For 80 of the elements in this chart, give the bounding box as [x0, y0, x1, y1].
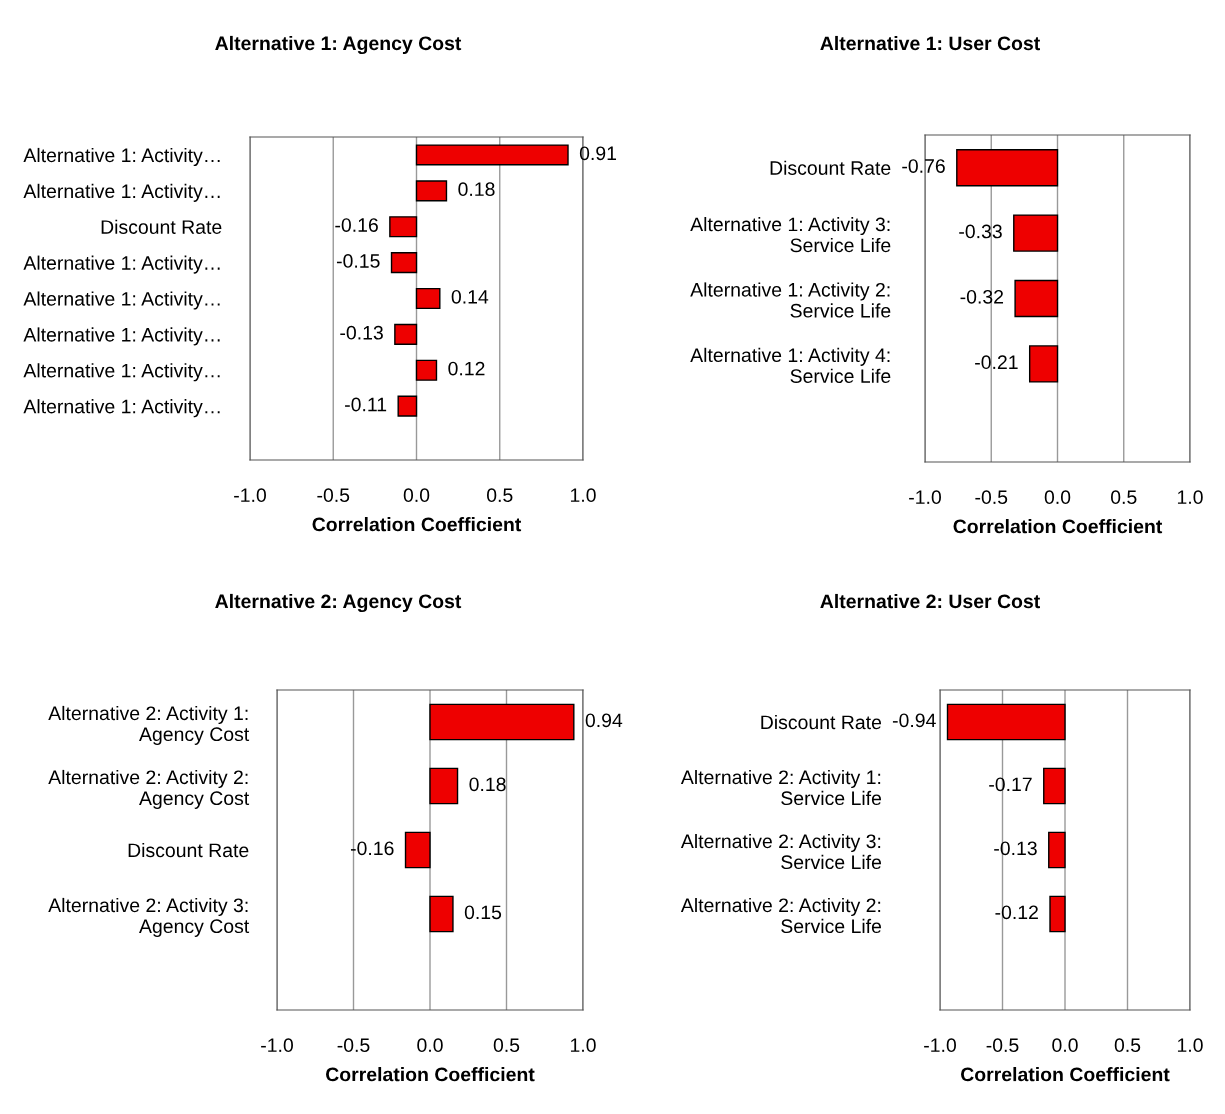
x-tick-label: -0.5 [975, 490, 1008, 505]
x-tick-label: -1.0 [234, 488, 266, 503]
data-label: -0.94 [892, 713, 936, 728]
x-tick-label: 1.0 [570, 1038, 596, 1053]
bar [389, 216, 418, 238]
bar [397, 395, 418, 417]
x-tick-label: -1.0 [261, 1038, 293, 1053]
y-tick-label: Alternative 2: Activity 3: Service Life [680, 833, 882, 870]
y-tick-label: Alternative 1: Activity… [23, 363, 220, 382]
chart-title: Alternative 1: Agency Cost [215, 35, 462, 55]
y-tick-label: Alternative 1: Activity… [23, 255, 220, 274]
y-tick-label: Alternative 2: Activity 2: Agency Cost [48, 769, 250, 809]
y-tick-label: Discount Rate [770, 160, 891, 175]
y-tick-label: Alternative 1: Activity 4: Service Life [690, 347, 891, 384]
x-axis-title: Correlation Coefficient [312, 517, 522, 532]
x-tick-label: 1.0 [570, 488, 596, 503]
data-label: -0.76 [902, 159, 945, 173]
data-label: -0.13 [340, 325, 383, 340]
y-tick-label: Alternative 1: Activity… [23, 147, 220, 167]
y-tick-label: Alternative 1: Activity… [23, 183, 220, 202]
x-tick-label: 0.5 [493, 1038, 520, 1053]
data-label: 0.18 [469, 777, 506, 792]
x-tick-label: 0.0 [417, 1038, 443, 1053]
data-label: -0.15 [336, 254, 380, 268]
data-label: -0.33 [959, 224, 1002, 239]
bar [429, 767, 459, 805]
data-label: -0.12 [995, 905, 1038, 920]
bar [390, 252, 418, 274]
data-label: -0.13 [994, 841, 1037, 856]
data-label: -0.32 [960, 289, 1004, 304]
chart-title: Alternative 2: User Cost [820, 593, 1040, 609]
data-label: -0.16 [335, 218, 378, 232]
x-tick-label: 1.0 [1177, 1038, 1203, 1053]
x-tick-label: 0.5 [487, 488, 513, 503]
bar [415, 287, 441, 310]
x-tick-label: -1.0 [909, 490, 941, 505]
x-tick-label: 0.5 [1111, 490, 1137, 505]
chart-title: Alternative 2: Agency Cost [215, 593, 462, 613]
data-label: 0.14 [451, 289, 489, 304]
y-tick-label: Alternative 2: Activity 3: Agency Cost [48, 897, 250, 937]
bar [415, 359, 438, 381]
y-tick-label: Alternative 2: Activity 1: Service Life [680, 769, 882, 806]
bar [415, 180, 448, 202]
y-tick-label: Alternative 1: Activity… [23, 291, 220, 310]
x-tick-label: 1.0 [1177, 490, 1203, 505]
x-tick-label: 0.0 [1044, 490, 1071, 505]
x-axis-title: Correlation Coefficient [953, 519, 1163, 534]
x-tick-label: -0.5 [986, 1038, 1019, 1053]
y-tick-label: Discount Rate [761, 714, 882, 730]
y-tick-label: Alternative 2: Activity 2: Service Life [680, 897, 882, 934]
y-tick-label: Discount Rate [128, 842, 249, 858]
x-tick-label: -0.5 [317, 488, 350, 503]
y-tick-label: Alternative 1: Activity… [23, 327, 220, 346]
y-tick-label: Discount Rate [101, 219, 222, 234]
data-label: -0.11 [345, 397, 387, 412]
y-tick-label: Alternative 1: Activity 2: Service Life [690, 282, 891, 318]
x-tick-label: -0.5 [337, 1038, 370, 1053]
chart-title: Alternative 1: User Cost [820, 35, 1040, 51]
x-axis-title: Correlation Coefficient [326, 1067, 535, 1082]
data-label: 0.15 [464, 905, 502, 920]
data-label: 0.91 [579, 146, 617, 161]
y-tick-label: Alternative 2: Activity 1: Agency Cost [48, 705, 250, 745]
bar [415, 144, 569, 166]
data-label: 0.94 [585, 713, 623, 728]
data-label: -0.16 [350, 841, 394, 856]
y-tick-label: Alternative 1: Activity 3: Service Life [690, 216, 891, 253]
x-axis-title: Correlation Coefficient [961, 1067, 1170, 1082]
data-label: -0.17 [989, 777, 1032, 792]
x-tick-label: 0.0 [403, 488, 430, 503]
bar [404, 831, 431, 869]
x-tick-label: -1.0 [924, 1038, 956, 1053]
data-label: 0.18 [458, 182, 495, 197]
bar [429, 703, 575, 741]
data-label: -0.21 [975, 355, 1018, 370]
x-tick-label: 0.5 [1114, 1038, 1141, 1053]
y-tick-label: Alternative 1: Activity… [23, 399, 220, 418]
bar [394, 323, 418, 345]
data-label: 0.12 [448, 361, 485, 376]
x-tick-label: 0.0 [1052, 1038, 1078, 1053]
bar [429, 895, 454, 933]
